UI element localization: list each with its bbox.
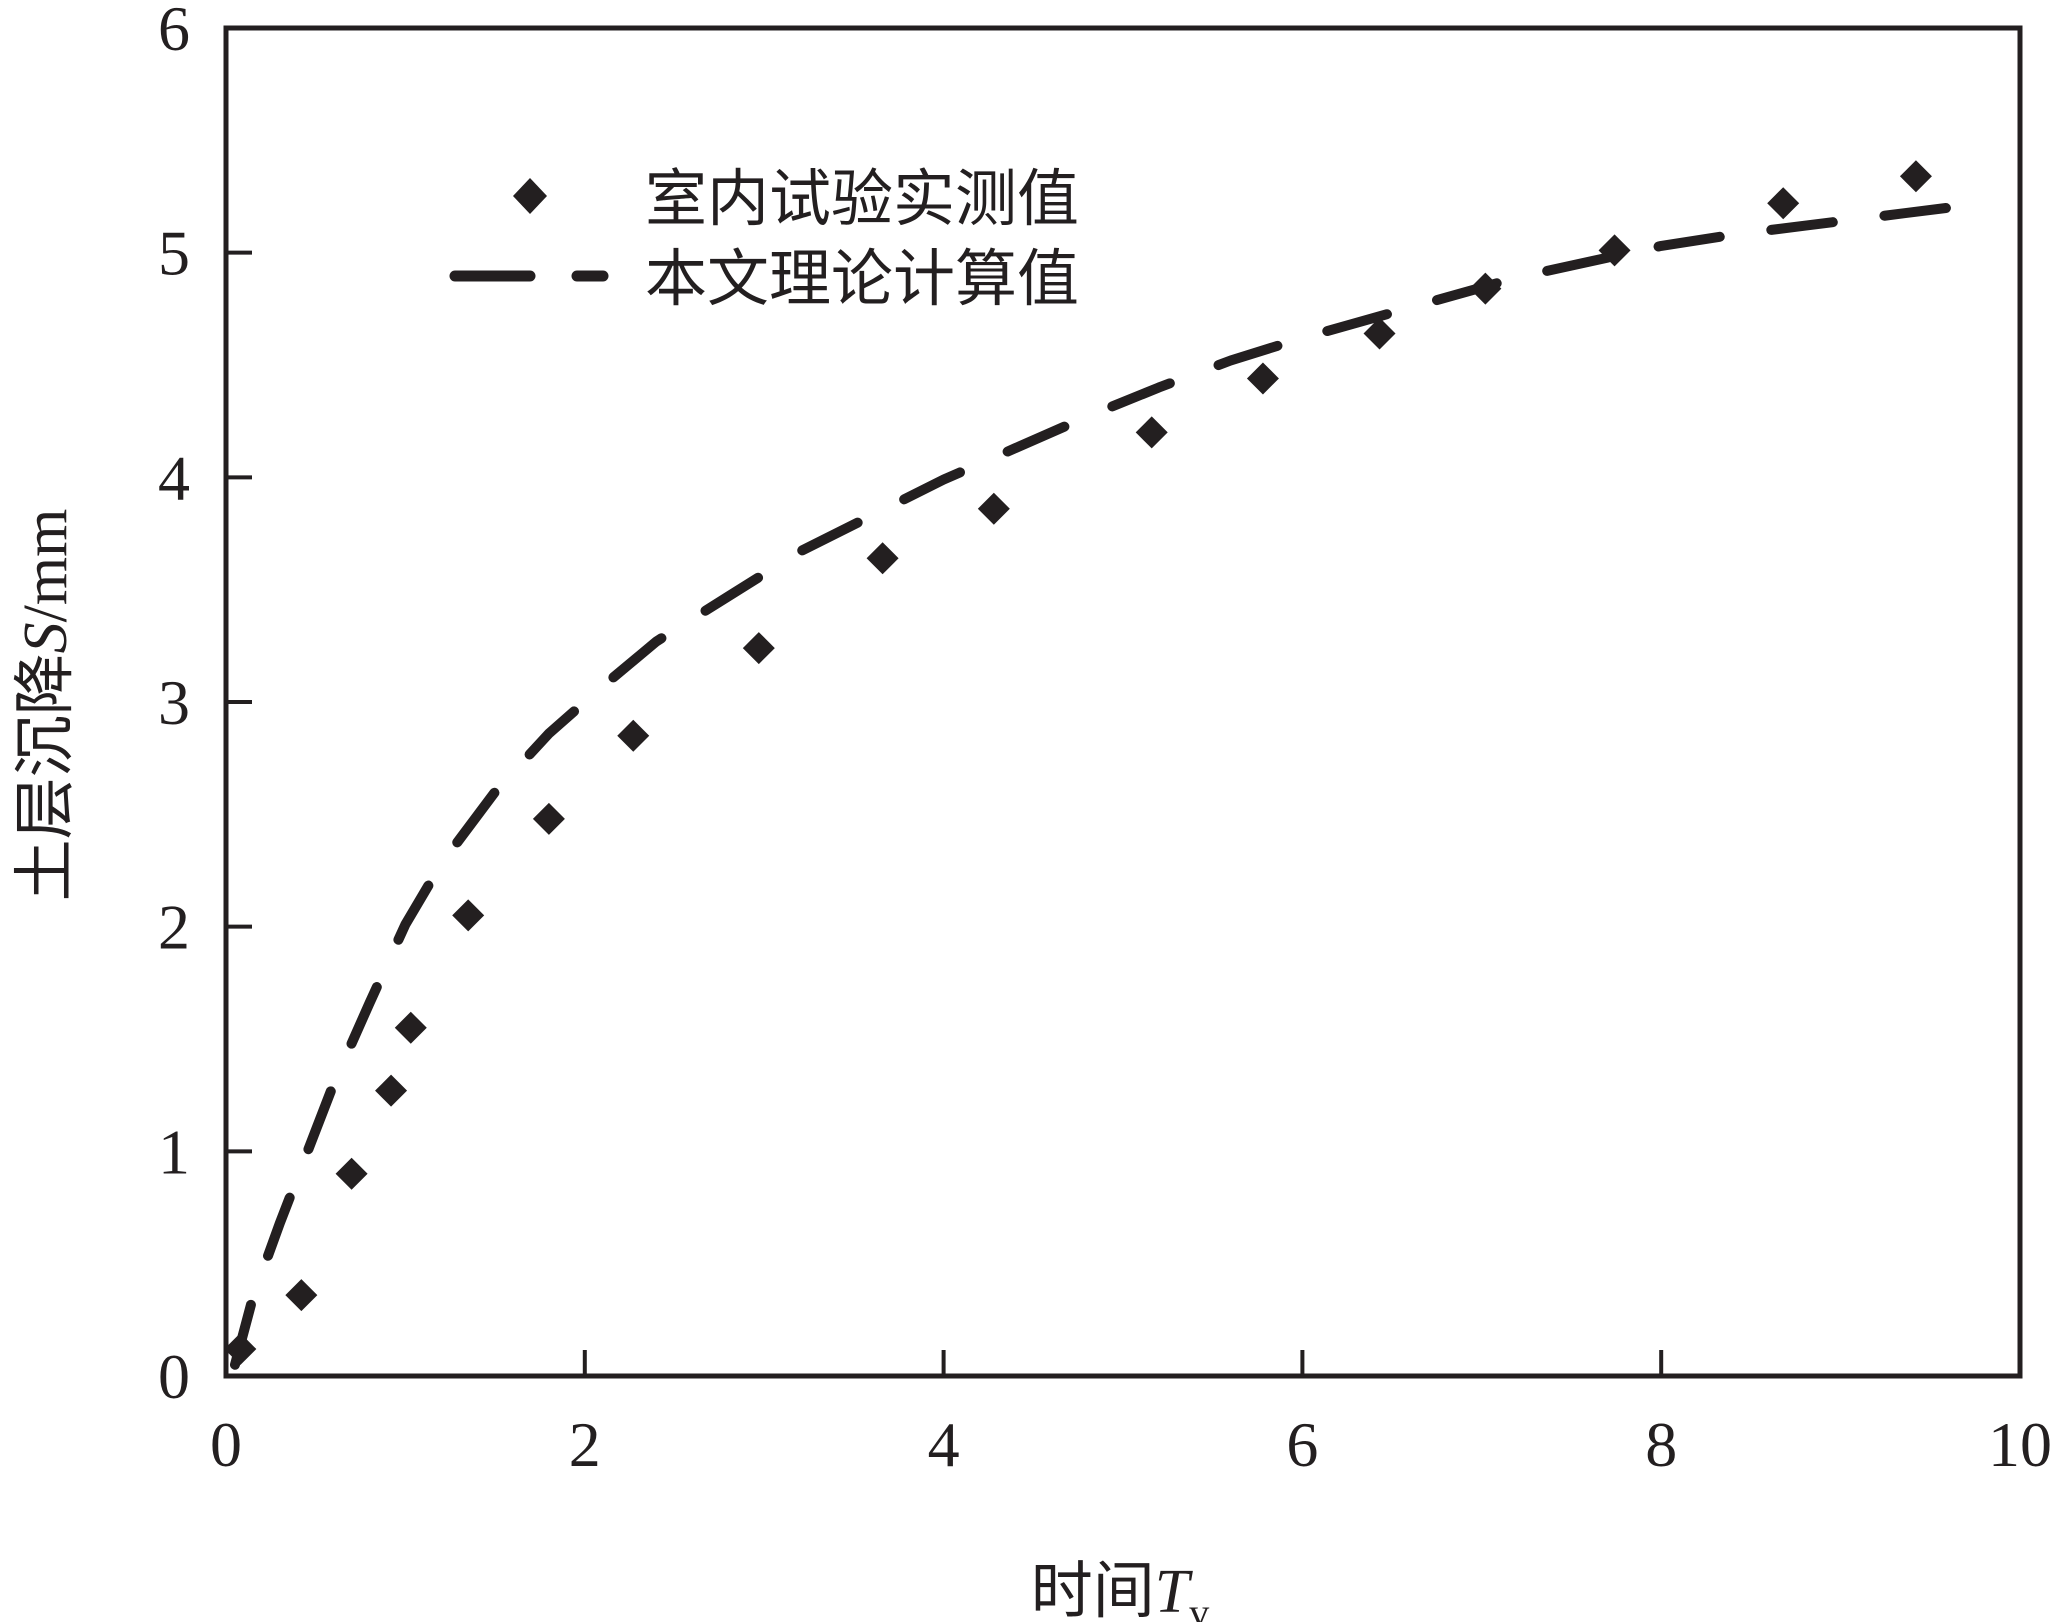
y-axis-title: 土层沉降S/mm (8, 509, 81, 902)
measured-point (617, 719, 650, 752)
measured-point (394, 1011, 427, 1044)
measured-point (866, 542, 899, 575)
measured-point (1598, 234, 1631, 267)
y-axis-title-symbol: S (12, 622, 80, 653)
theory-line-series (229, 200, 1972, 1370)
measured-point (375, 1074, 408, 1107)
y-axis-ticks: 0 1 2 3 4 5 6 (158, 0, 252, 1412)
measured-point (1363, 317, 1396, 350)
x-axis-ticks: 0 2 4 6 8 10 (210, 1350, 2052, 1480)
x-tick-label: 8 (1645, 1409, 1677, 1480)
measured-point (1135, 416, 1168, 449)
measured-point (532, 802, 565, 835)
x-axis-title-main: 时间 (1031, 1554, 1155, 1622)
x-axis-title: 时间Tv (1031, 1554, 1210, 1622)
legend-label-theory: 本文理论计算值 (645, 242, 1079, 315)
y-tick-label: 4 (158, 442, 190, 513)
x-axis-title-subscript: v (1189, 1590, 1209, 1622)
x-tick-label: 0 (210, 1409, 242, 1480)
theory-curve-line (229, 200, 1972, 1370)
measured-point (977, 492, 1010, 525)
measured-points-series (224, 160, 1932, 1366)
measured-point (285, 1279, 318, 1312)
measured-point (1899, 160, 1932, 193)
measured-point (1469, 272, 1502, 305)
y-tick-label: 3 (158, 667, 190, 738)
x-tick-label: 6 (1286, 1409, 1318, 1480)
measured-point (742, 632, 775, 665)
y-tick-label: 1 (158, 1116, 190, 1187)
measured-point (224, 1333, 257, 1366)
measured-point (1246, 362, 1279, 395)
y-axis-title-unit: /mm (12, 509, 80, 623)
measured-point (335, 1157, 368, 1190)
y-tick-label: 2 (158, 892, 190, 963)
legend-label-measured: 室内试验实测值 (645, 162, 1079, 235)
x-axis-title-symbol: T (1155, 1558, 1194, 1622)
measured-point (1767, 187, 1800, 220)
legend: 室内试验实测值 本文理论计算值 (449, 162, 1079, 315)
y-tick-label: 6 (158, 0, 190, 64)
y-tick-label: 5 (158, 218, 190, 289)
y-tick-label: 0 (158, 1341, 190, 1412)
x-tick-label: 2 (569, 1409, 601, 1480)
legend-diamond-marker (513, 178, 547, 214)
x-tick-label: 10 (1988, 1409, 2052, 1480)
plot-frame (223, 25, 2023, 1379)
x-tick-label: 4 (928, 1409, 960, 1480)
y-axis-title-main: 土层沉降 (8, 653, 81, 901)
measured-point (452, 899, 485, 932)
